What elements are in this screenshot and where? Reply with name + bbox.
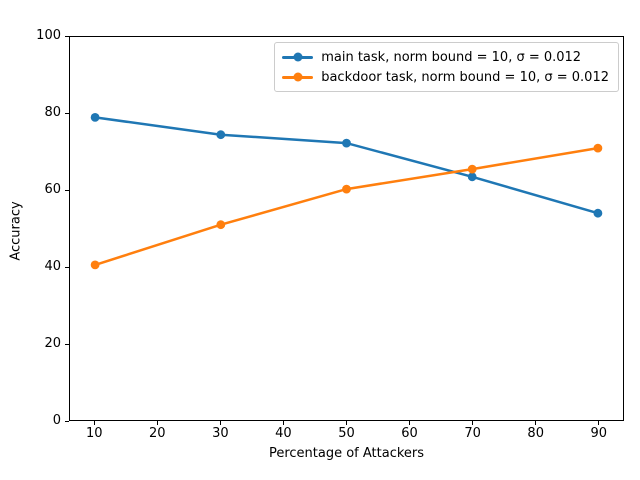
series-line-1 <box>93 146 600 267</box>
data-point-marker <box>467 164 477 174</box>
x-tick-mark <box>346 421 347 425</box>
x-tick-mark <box>472 421 474 425</box>
y-tick-mark <box>65 35 69 37</box>
y-tick-mark <box>65 420 69 422</box>
data-point-marker <box>90 113 100 122</box>
x-tick-mark <box>282 421 284 425</box>
x-tick-mark <box>219 421 221 425</box>
y-tick-label: 60 <box>44 182 61 197</box>
x-axis-title: Percentage of Attackers <box>268 446 425 461</box>
y-tick-label: 100 <box>36 28 61 43</box>
legend-line-marker-icon <box>282 71 314 83</box>
data-point-marker <box>90 260 100 270</box>
x-tick-label: 60 <box>401 426 418 441</box>
y-axis-title: Accuracy <box>8 201 24 261</box>
data-point-marker <box>216 220 226 230</box>
y-tick-mark <box>65 112 69 114</box>
x-tick-label: 20 <box>149 426 166 441</box>
y-tick-label: 40 <box>44 259 61 274</box>
y-tick-mark <box>65 189 69 191</box>
x-tick-label: 40 <box>275 426 292 441</box>
legend-item-1: backdoor task, norm bound = 10, σ = 0.01… <box>282 67 609 87</box>
legend-label: backdoor task, norm bound = 10, σ = 0.01… <box>321 69 609 85</box>
x-tick-label: 50 <box>338 426 355 441</box>
y-tick-mark <box>65 343 69 345</box>
legend-label: main task, norm bound = 10, σ = 0.012 <box>321 49 582 65</box>
x-tick-label: 30 <box>212 426 229 441</box>
plot-area: main task, norm bound = 10, σ = 0.012 bac… <box>69 36 624 421</box>
y-tick-mark <box>65 266 69 268</box>
y-tick-label: 0 <box>52 413 61 428</box>
x-tick-mark <box>409 421 411 425</box>
legend-line-marker-icon <box>282 51 314 63</box>
y-tick-label: 80 <box>44 105 61 120</box>
x-tick-mark <box>156 421 158 425</box>
x-tick-label: 90 <box>590 426 608 441</box>
line-chart-svg <box>90 113 603 270</box>
data-point-marker <box>593 143 603 153</box>
data-point-marker <box>342 184 351 194</box>
legend-item-0: main task, norm bound = 10, σ = 0.012 <box>282 47 609 67</box>
x-tick-mark <box>598 421 600 425</box>
series-line-0 <box>93 116 600 215</box>
x-tick-label: 70 <box>464 426 481 441</box>
data-point-marker <box>467 172 477 182</box>
y-tick-label: 20 <box>44 336 61 351</box>
x-tick-mark <box>93 421 95 425</box>
data-point-marker <box>593 208 603 218</box>
data-point-marker <box>342 138 351 148</box>
x-tick-label: 10 <box>85 426 103 441</box>
legend: main task, norm bound = 10, σ = 0.012 bac… <box>274 42 619 92</box>
x-tick-label: 80 <box>527 426 544 441</box>
data-point-marker <box>216 130 226 140</box>
x-tick-mark <box>535 421 537 425</box>
